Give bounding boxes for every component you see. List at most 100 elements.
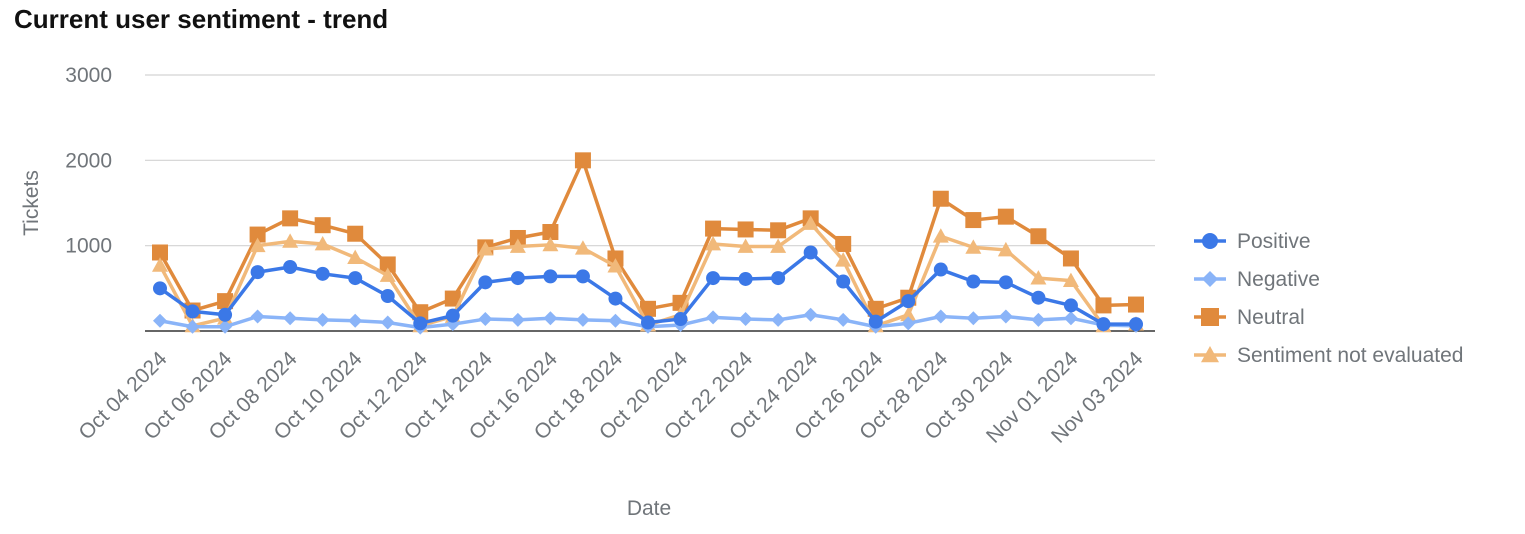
data-point-negative (933, 309, 948, 324)
data-point-sentiment-not-evaluated (249, 237, 266, 253)
data-point-positive (445, 308, 460, 323)
data-point-positive (380, 289, 395, 304)
data-point-sentiment-not-evaluated (802, 215, 819, 230)
data-point-positive (868, 314, 883, 329)
data-point-positive (1063, 298, 1078, 313)
data-point-negative (575, 312, 590, 327)
data-point-positive (478, 275, 493, 290)
data-point-negative (608, 313, 623, 328)
data-point-positive (218, 307, 233, 322)
legend-marker-square-icon (1201, 308, 1219, 326)
legend-item-neutral[interactable]: Neutral (1194, 306, 1305, 329)
data-point-neutral (412, 304, 429, 321)
data-point-positive (706, 271, 721, 286)
data-point-sentiment-not-evaluated (509, 238, 526, 253)
data-point-neutral (1128, 296, 1144, 313)
data-point-sentiment-not-evaluated (379, 267, 396, 282)
data-point-sentiment-not-evaluated (932, 228, 949, 243)
grid-lines (145, 74, 1155, 247)
data-point-neutral (1062, 250, 1079, 267)
data-point-positive (185, 304, 200, 319)
data-point-sentiment-not-evaluated (347, 249, 364, 265)
data-point-neutral (542, 224, 559, 241)
y-tick-label: 3000 (65, 64, 112, 87)
data-point-sentiment-not-evaluated (835, 252, 852, 267)
legend[interactable]: Positive Negative Neutral Sentiment not eva… (1194, 230, 1464, 367)
data-point-sentiment-not-evaluated (770, 238, 787, 253)
data-point-positive (575, 269, 590, 284)
data-point-negative (966, 311, 981, 326)
data-point-sentiment-not-evaluated (1062, 272, 1079, 288)
data-point-neutral (1095, 297, 1112, 314)
data-point-positive (998, 275, 1013, 290)
data-point-sentiment-not-evaluated (314, 235, 331, 251)
data-point-positive (510, 271, 525, 286)
data-point-positive (413, 316, 428, 331)
legend-item-sentiment-not-evaluated[interactable]: Sentiment not evaluated (1194, 344, 1464, 367)
data-point-positive (543, 269, 558, 284)
data-point-neutral (965, 212, 982, 229)
data-point-sentiment-not-evaluated (705, 235, 722, 251)
data-point-neutral (640, 300, 656, 317)
chart-title: Current user sentiment - trend (14, 4, 389, 34)
data-point-negative (185, 319, 200, 334)
data-point-neutral (867, 300, 884, 317)
data-point-negative (510, 312, 525, 327)
data-point-positive (1096, 317, 1111, 332)
data-point-neutral (347, 225, 364, 242)
data-point-positive (836, 274, 851, 289)
series-lines (152, 152, 1144, 335)
data-point-neutral (705, 220, 722, 237)
data-point-negative (153, 313, 167, 328)
data-point-positive (933, 262, 948, 277)
data-point-negative (803, 307, 818, 322)
data-point-neutral (152, 244, 168, 261)
data-point-neutral (932, 190, 949, 207)
data-point-negative (315, 312, 330, 327)
data-point-negative (738, 312, 753, 327)
data-point-negative (836, 312, 851, 327)
data-point-positive (348, 271, 363, 286)
legend-label: Positive (1237, 230, 1311, 253)
data-point-sentiment-not-evaluated (997, 241, 1014, 257)
data-point-neutral (835, 235, 852, 252)
legend-label: Negative (1237, 268, 1320, 291)
data-point-neutral (737, 221, 754, 238)
data-point-positive (771, 271, 786, 286)
legend-marker-triangle-icon (1201, 346, 1219, 363)
legend-label: Neutral (1237, 306, 1305, 329)
data-point-positive (250, 265, 265, 280)
data-point-negative (543, 311, 558, 326)
series-neutral (152, 152, 1144, 321)
data-point-neutral (574, 152, 591, 169)
data-point-positive (283, 260, 298, 274)
data-point-negative (1031, 312, 1046, 327)
data-point-positive (673, 312, 688, 327)
legend-item-positive[interactable]: Positive (1194, 230, 1311, 253)
data-point-sentiment-not-evaluated (607, 258, 624, 273)
data-point-negative (283, 311, 298, 326)
data-point-neutral (282, 210, 299, 227)
y-tick-label: 1000 (65, 235, 112, 258)
data-point-sentiment-not-evaluated (574, 240, 591, 255)
x-axis-title: Date (627, 497, 671, 520)
data-point-negative (250, 309, 265, 324)
data-point-negative (1063, 311, 1078, 326)
data-point-neutral (770, 222, 787, 239)
data-point-sentiment-not-evaluated (282, 233, 299, 248)
data-point-sentiment-not-evaluated (542, 236, 559, 252)
data-point-neutral (249, 226, 266, 243)
data-point-negative (771, 312, 786, 327)
data-point-negative (998, 309, 1013, 324)
data-point-positive (1031, 290, 1046, 305)
data-point-sentiment-not-evaluated (965, 239, 982, 254)
legend-item-negative[interactable]: Negative (1194, 268, 1320, 291)
data-point-sentiment-not-evaluated (1030, 270, 1047, 285)
data-point-negative (380, 315, 395, 330)
data-point-neutral (314, 217, 331, 234)
data-point-positive (803, 245, 818, 260)
data-point-positive (315, 266, 330, 281)
y-tick-label: 2000 (65, 149, 112, 172)
data-point-neutral (444, 290, 461, 307)
legend-marker-circle-icon (1202, 233, 1218, 249)
